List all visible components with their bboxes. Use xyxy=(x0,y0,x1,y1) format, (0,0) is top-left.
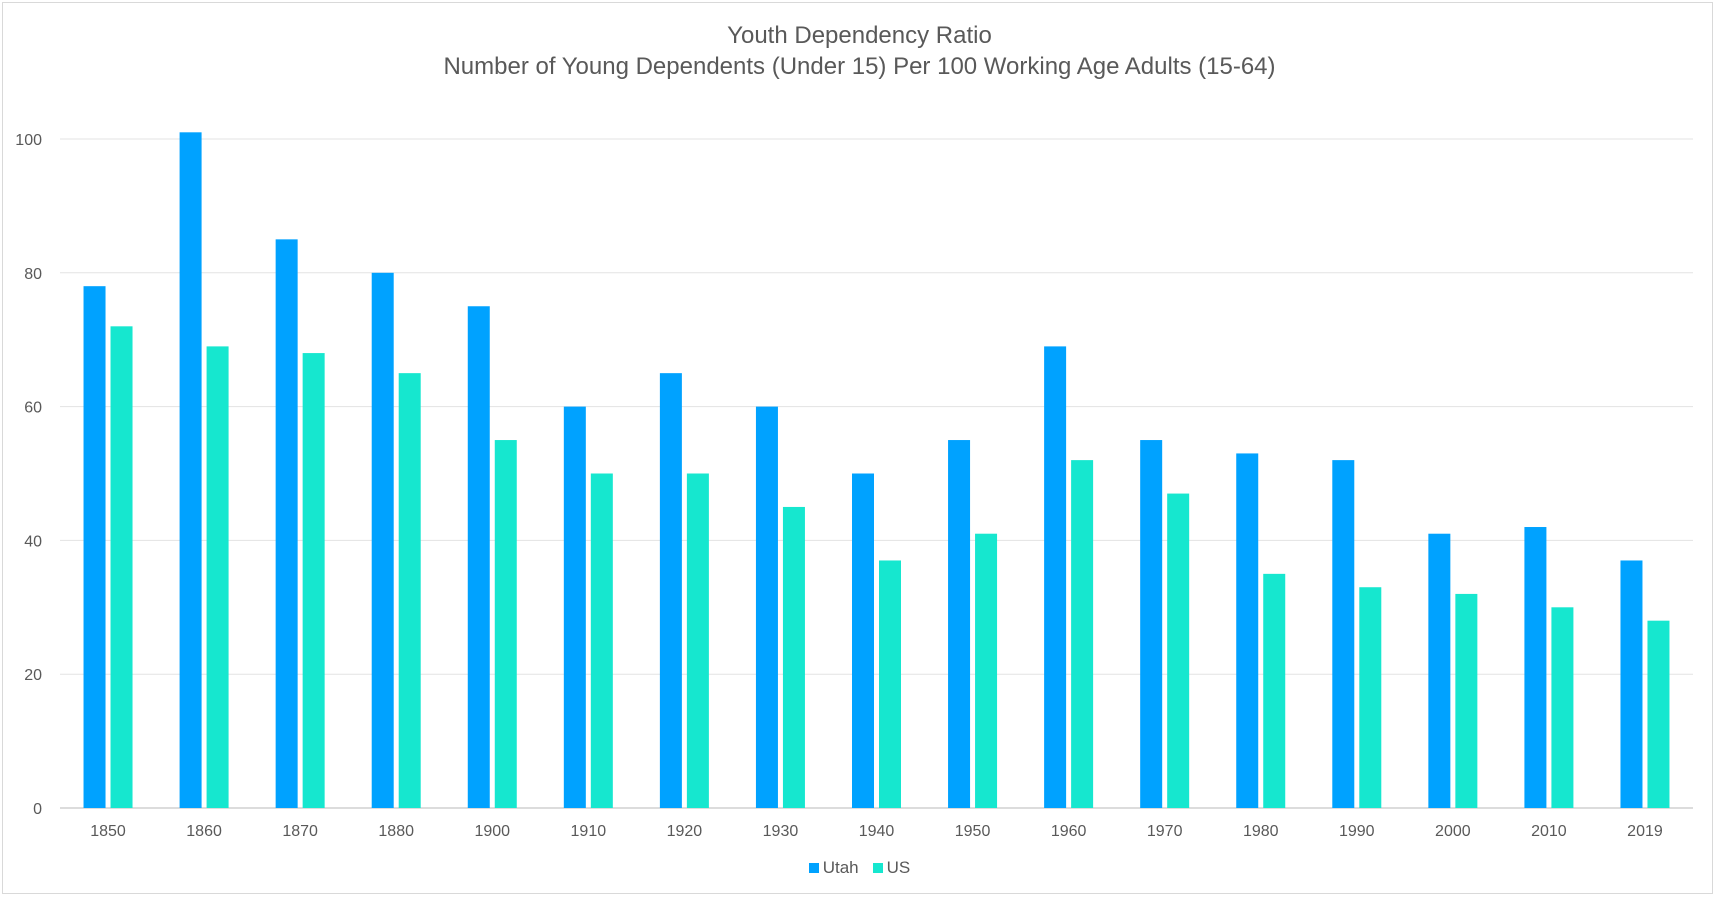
x-tick-label: 1980 xyxy=(1243,823,1279,840)
bar-us-1910 xyxy=(590,473,613,808)
legend-item-us: US xyxy=(872,858,911,878)
bar-us-1900 xyxy=(494,440,517,808)
x-tick-label: 1920 xyxy=(667,823,703,840)
bar-utah-1880 xyxy=(371,272,394,808)
x-tick-label: 1930 xyxy=(763,823,799,840)
y-tick-label: 80 xyxy=(24,266,42,283)
x-tick-label: 1910 xyxy=(571,823,607,840)
bar-utah-2010 xyxy=(1524,527,1547,808)
bar-utah-1960 xyxy=(1044,346,1067,808)
x-tick-label: 1880 xyxy=(378,823,414,840)
x-tick-label: 1860 xyxy=(186,823,222,840)
bar-us-2010 xyxy=(1551,607,1574,808)
bar-utah-1930 xyxy=(755,406,778,808)
chart-subtitle: Number of Young Dependents (Under 15) Pe… xyxy=(443,53,1276,80)
y-tick-label: 0 xyxy=(33,801,42,818)
bar-us-1860 xyxy=(206,346,229,808)
bar-utah-1950 xyxy=(948,440,971,808)
bar-utah-1910 xyxy=(563,406,586,808)
bar-us-1920 xyxy=(686,473,709,808)
bar-utah-1940 xyxy=(852,473,874,808)
legend: Utah US xyxy=(0,858,1719,878)
bar-us-1960 xyxy=(1071,460,1094,808)
legend-swatch xyxy=(808,863,819,873)
bar-us-1970 xyxy=(1167,493,1190,808)
bar-us-1850 xyxy=(110,326,133,808)
y-tick-label: 20 xyxy=(24,667,42,684)
bar-us-1980 xyxy=(1263,573,1286,808)
bar-utah-1980 xyxy=(1236,453,1259,808)
x-tick-label: 1850 xyxy=(90,823,126,840)
bar-utah-1850 xyxy=(83,286,106,808)
bar-utah-1920 xyxy=(659,373,682,808)
bar-us-1930 xyxy=(782,506,805,808)
bar-us-2000 xyxy=(1455,593,1478,808)
bar-utah-1870 xyxy=(275,239,298,809)
bar-us-1940 xyxy=(879,560,901,808)
x-tick-label: 1990 xyxy=(1339,823,1375,840)
x-tick-label: 1960 xyxy=(1051,823,1087,840)
legend-label: US xyxy=(886,858,911,877)
x-tick-label: 2000 xyxy=(1435,823,1471,840)
legend-swatch xyxy=(872,863,883,873)
bar-utah-1900 xyxy=(467,306,490,808)
bar-utah-2000 xyxy=(1428,533,1451,808)
x-tick-label: 1900 xyxy=(474,823,510,840)
x-tick-label: 1970 xyxy=(1147,823,1183,840)
bar-utah-2019 xyxy=(1620,560,1643,808)
y-tick-label: 40 xyxy=(24,533,42,550)
x-tick-label: 1940 xyxy=(859,823,895,840)
bar-utah-1860 xyxy=(179,132,202,808)
bar-us-1880 xyxy=(398,373,421,808)
y-tick-label: 60 xyxy=(24,400,42,417)
bar-utah-1990 xyxy=(1332,460,1355,808)
x-tick-label: 2019 xyxy=(1627,823,1663,840)
bar-us-2019 xyxy=(1647,620,1670,808)
bar-us-1870 xyxy=(302,353,325,808)
x-tick-label: 2010 xyxy=(1531,823,1567,840)
bar-us-1990 xyxy=(1359,587,1382,808)
x-tick-label: 1870 xyxy=(282,823,318,840)
chart-title: Youth Dependency Ratio xyxy=(727,22,992,49)
legend-label: Utah xyxy=(822,858,859,877)
bar-utah-1970 xyxy=(1140,440,1163,808)
y-tick-label: 100 xyxy=(15,132,42,149)
x-tick-label: 1950 xyxy=(955,823,991,840)
legend-item-utah: Utah xyxy=(808,858,859,878)
bar-us-1950 xyxy=(975,533,998,808)
